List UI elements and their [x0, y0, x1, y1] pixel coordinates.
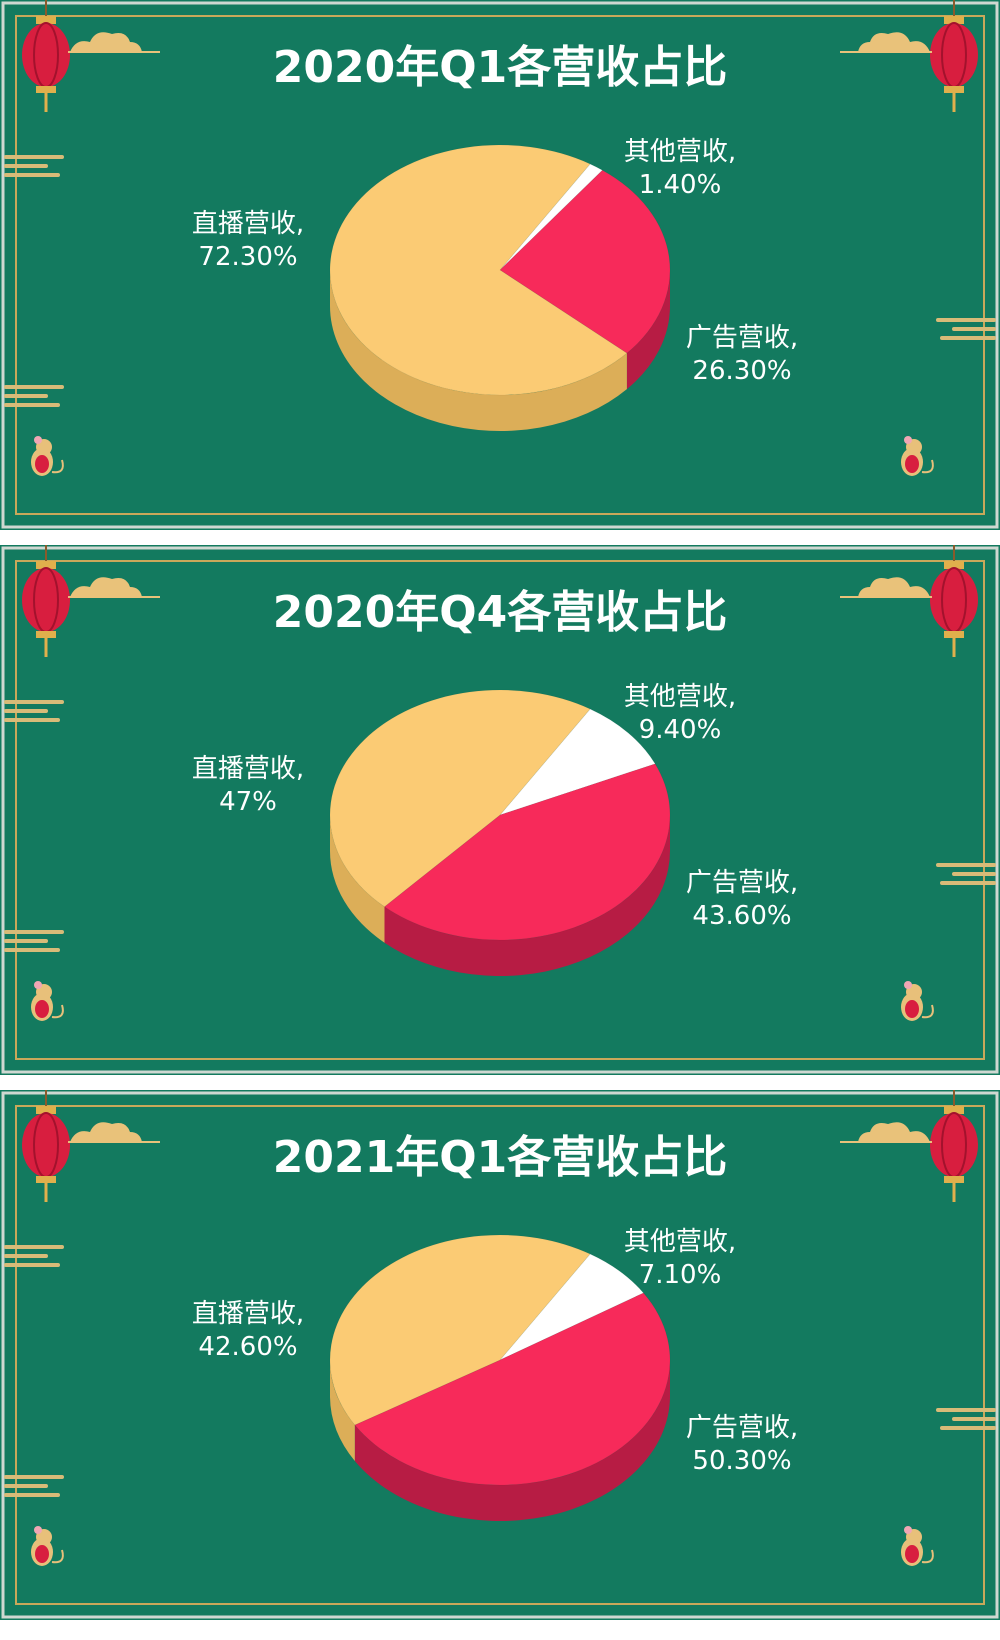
pie-top: [329, 689, 671, 941]
cloud-stripe-icon: [4, 700, 64, 722]
slice-label-value: 50.30%: [692, 1446, 791, 1476]
cloud-icon: [840, 32, 932, 53]
slice-label-name: 其他营收,: [624, 682, 736, 712]
slice-label-name: 直播营收,: [192, 1299, 304, 1329]
frame-border: [15, 15, 985, 515]
pie-slice-1-live: [329, 689, 591, 908]
pie-side-0-live: [330, 270, 627, 432]
cloud-stripe-icon: [936, 1408, 996, 1430]
pie-slice-2-other: [499, 1253, 645, 1361]
slice-label-name: 广告营收,: [686, 1413, 798, 1443]
lantern-icon: [930, 545, 978, 657]
lantern-icon: [22, 1090, 70, 1202]
decorations: [1, 545, 999, 1074]
cloud-stripe-icon: [4, 1475, 64, 1497]
cloud-stripe-icon: [4, 1245, 64, 1267]
pie-slice-1-ad: [383, 763, 671, 941]
pie-slice-1-other: [498, 708, 656, 817]
cloud-icon: [68, 1122, 160, 1143]
pie-side-2-ad: [354, 1360, 670, 1522]
pie-side-1-live: [330, 815, 385, 943]
slice-label-name: 其他营收,: [624, 1227, 736, 1257]
decorations: [1, 1090, 999, 1619]
decorations: [1, 0, 999, 529]
pie-side-0-ad: [626, 270, 670, 390]
lantern-icon: [930, 1090, 978, 1202]
cloud-stripe-icon: [936, 318, 996, 340]
frame-border: [15, 560, 985, 1060]
lantern-icon: [930, 0, 978, 112]
pie-slice-0-other: [499, 163, 604, 271]
lantern-icon: [22, 545, 70, 657]
slice-label-name: 直播营收,: [192, 754, 304, 784]
slice-label-value: 42.60%: [198, 1332, 297, 1362]
cloud-stripe-icon: [4, 155, 64, 177]
rat-icon: [31, 1526, 64, 1566]
slice-label-value: 47%: [219, 787, 277, 817]
cloud-stripe-icon: [4, 930, 64, 952]
rat-icon: [901, 981, 934, 1021]
slice-label-value: 43.60%: [692, 901, 791, 931]
slice-label-value: 1.40%: [639, 170, 722, 200]
frame-border: [15, 1105, 985, 1605]
chart-title: 2021年Q1各营收占比: [273, 1132, 727, 1183]
pie-side: [330, 1360, 670, 1522]
pie-slice-2-live: [329, 1234, 591, 1426]
cloud-stripe-icon: [936, 863, 996, 885]
slice-label-name: 其他营收,: [624, 137, 736, 167]
pie-side-1-ad: [384, 815, 670, 977]
chart-panel-1: 2020年Q4各营收占比其他营收, 9.40% 广告营收, 43.60% 直播营收, 47…: [0, 545, 1000, 1075]
slice-label-value: 72.30%: [198, 242, 297, 272]
chart-title: 2020年Q1各营收占比: [273, 42, 727, 93]
lantern-icon: [22, 0, 70, 112]
slice-label-value: 9.40%: [639, 715, 722, 745]
cloud-icon: [68, 32, 160, 53]
chart-title: 2020年Q4各营收占比: [273, 587, 727, 638]
pie-side-2-live: [330, 1360, 355, 1462]
chart-panel-2: 2021年Q1各营收占比其他营收, 7.10% 广告营收, 50.30% 直播营收, 42…: [0, 1090, 1000, 1620]
pie-side: [330, 270, 670, 432]
slice-label-name: 广告营收,: [686, 868, 798, 898]
pie-top: [329, 1234, 671, 1486]
cloud-icon: [840, 577, 932, 598]
rat-icon: [31, 436, 64, 476]
rat-icon: [31, 981, 64, 1021]
pie-slice-0-ad: [499, 169, 671, 354]
cloud-icon: [68, 577, 160, 598]
chart-panel-0: 2020年Q1各营收占比其他营收, 1.40% 广告营收, 26.30% 直播营收, 72…: [0, 0, 1000, 530]
slice-label-value: 7.10%: [639, 1260, 722, 1290]
cloud-icon: [840, 1122, 932, 1143]
cloud-stripe-icon: [4, 385, 64, 407]
slice-label-name: 广告营收,: [686, 323, 798, 353]
slice-label-name: 直播营收,: [192, 209, 304, 239]
pie-slice-2-ad: [354, 1292, 671, 1486]
pie-side: [330, 815, 670, 977]
rat-icon: [901, 1526, 934, 1566]
rat-icon: [901, 436, 934, 476]
slice-label-value: 26.30%: [692, 356, 791, 386]
pie-slice-0-live: [329, 144, 628, 396]
pie-top: [329, 144, 671, 396]
